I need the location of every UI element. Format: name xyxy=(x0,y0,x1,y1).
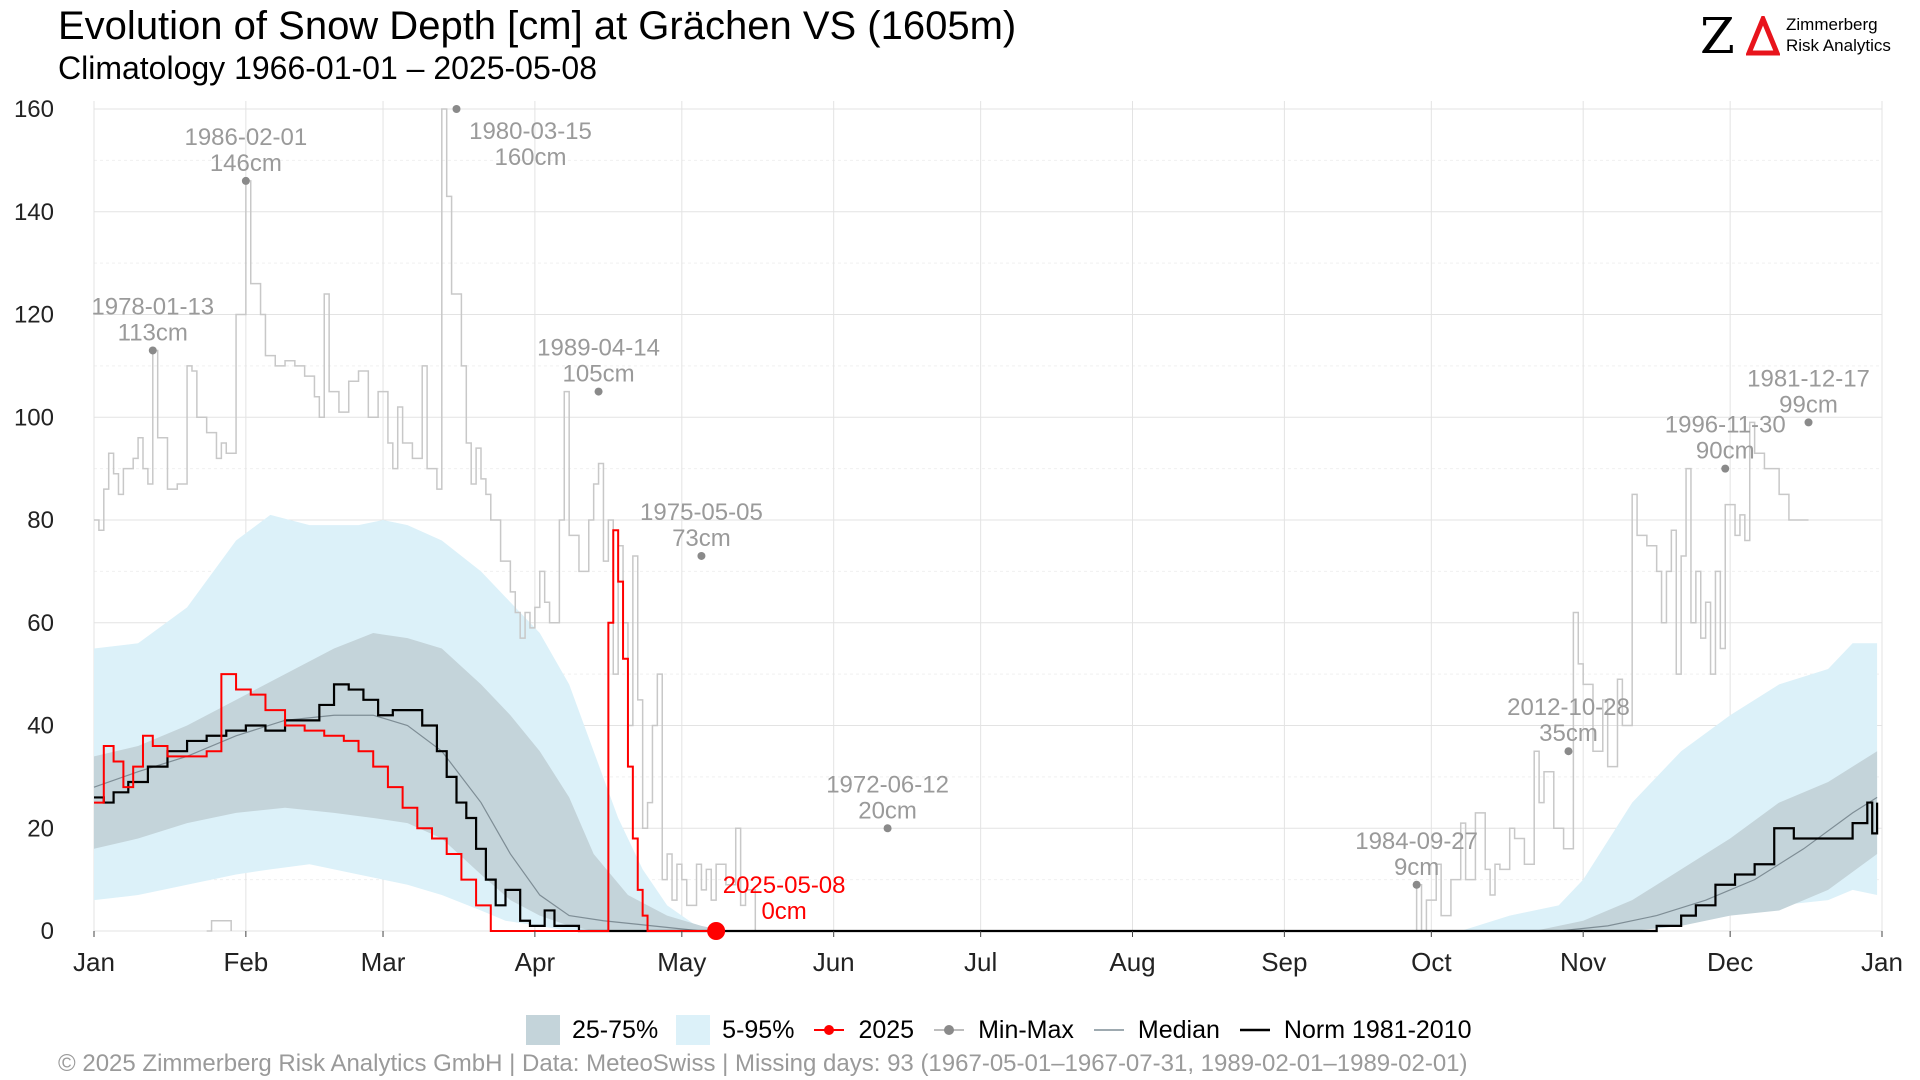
annotation-value: 73cm xyxy=(672,525,731,552)
legend-key-norm xyxy=(1239,1028,1270,1032)
annotation-date: 1989-04-14 xyxy=(537,335,660,362)
current-date-label: 2025-05-08 xyxy=(723,872,846,899)
annotation-date: 1981-12-17 xyxy=(1747,365,1870,392)
chart-title: Evolution of Snow Depth [cm] at Grächen … xyxy=(58,4,1017,48)
legend-key-outer xyxy=(676,1015,711,1045)
legend-label-minmax: Min-Max xyxy=(978,1015,1074,1044)
legend-item-median: Median xyxy=(1092,1015,1220,1045)
annotation-date: 2012-10-28 xyxy=(1507,694,1630,721)
max-point-marker xyxy=(1412,880,1421,889)
y-tick-label: 160 xyxy=(14,96,54,123)
max-point-marker xyxy=(1721,464,1730,473)
legend-key-median xyxy=(1093,1029,1124,1031)
x-tick-label: Oct xyxy=(1411,947,1452,977)
snow-depth-chart: 0 20 40 60 80 100 120 140 160 Jan Feb Mar Apr May Jun J… xyxy=(14,96,1903,977)
legend-item-minmax: Min-Max xyxy=(932,1015,1074,1045)
annotation-date: 1984-09-27 xyxy=(1355,828,1478,855)
max-point-marker xyxy=(1564,747,1573,756)
x-tick-label: May xyxy=(657,947,706,977)
chart-subtitle: Climatology 1966-01-01 – 2025-05-08 xyxy=(58,50,598,86)
x-tick-label: Aug xyxy=(1109,947,1155,977)
annotation-date: 1996-11-30 xyxy=(1665,412,1786,439)
band-25-75 xyxy=(94,633,1878,931)
annotation-date: 1972-06-12 xyxy=(826,771,949,798)
legend-item-outer: 5-95% xyxy=(676,1015,794,1045)
x-tick-label: Feb xyxy=(223,947,268,977)
chart-legend: 25-75% 5-95% 2025 Min-Max Median Norm 19… xyxy=(526,1014,1490,1046)
legend-key-minmax xyxy=(934,1025,965,1035)
y-tick-label: 100 xyxy=(14,404,54,431)
current-value-label: 0cm xyxy=(761,898,806,925)
x-tick-label: Jan xyxy=(1861,947,1903,977)
x-tick-label: Jun xyxy=(813,947,855,977)
legend-key-iqr xyxy=(526,1015,560,1045)
y-tick-label: 20 xyxy=(27,815,54,842)
series-norm-line xyxy=(94,683,1879,933)
legend-label-iqr: 25-75% xyxy=(572,1015,659,1044)
logo-triangle-icon xyxy=(1746,16,1780,56)
x-tick-label: Sep xyxy=(1261,947,1307,977)
y-tick-label: 0 xyxy=(41,918,54,945)
x-tick-label: Mar xyxy=(361,947,406,977)
y-tick-label: 140 xyxy=(14,199,54,226)
legend-item-iqr: 25-75% xyxy=(526,1015,658,1045)
chart-caption: © 2025 Zimmerberg Risk Analytics GmbH | … xyxy=(58,1050,1468,1077)
current-day-marker xyxy=(707,922,726,940)
x-tick-label: Jan xyxy=(73,947,115,977)
annotation-value: 105cm xyxy=(563,361,635,388)
max-point-marker xyxy=(883,824,892,833)
legend-label-median: Median xyxy=(1137,1015,1220,1044)
annotation-value: 9cm xyxy=(1394,854,1439,881)
annotation-value: 20cm xyxy=(858,797,917,824)
annotation-value: 160cm xyxy=(494,144,566,171)
annotation-value: 113cm xyxy=(118,319,188,346)
annotation-date: 1978-01-13 xyxy=(91,293,214,320)
series-2025-line xyxy=(94,529,717,932)
y-tick-label: 120 xyxy=(14,302,54,329)
y-tick-label: 60 xyxy=(27,610,54,637)
annotation-date: 1975-05-05 xyxy=(640,499,763,526)
legend-label-outer: 5-95% xyxy=(722,1015,795,1044)
max-point-marker xyxy=(594,387,603,396)
logo-text: Zimmerberg Risk Analytics xyxy=(1786,14,1891,56)
logo-line-2: Risk Analytics xyxy=(1786,36,1891,55)
annotation-date: 1980-03-15 xyxy=(469,118,592,145)
series-min-line xyxy=(206,919,232,932)
x-tick-label: Apr xyxy=(515,947,556,977)
annotation-value: 99cm xyxy=(1779,391,1838,418)
x-tick-label: Jul xyxy=(964,947,997,977)
logo-mark: Z xyxy=(1700,8,1735,64)
series-median-line xyxy=(93,714,1878,932)
y-tick-label: 40 xyxy=(27,713,54,740)
max-point-marker xyxy=(241,176,250,185)
legend-item-current: 2025 xyxy=(812,1015,914,1045)
legend-key-current xyxy=(814,1025,845,1035)
max-point-marker xyxy=(452,105,461,113)
annotation-value: 35cm xyxy=(1539,720,1598,747)
legend-label-current: 2025 xyxy=(858,1015,915,1044)
annotation-value: 146cm xyxy=(210,150,282,177)
y-tick-label: 80 xyxy=(27,507,54,534)
annotation-value: 90cm xyxy=(1696,438,1755,465)
annotation-date: 1986-02-01 xyxy=(184,124,307,151)
max-point-marker xyxy=(1804,418,1813,427)
logo-line-1: Zimmerberg xyxy=(1786,15,1878,34)
x-tick-label: Dec xyxy=(1707,947,1753,977)
max-point-marker xyxy=(697,551,706,560)
x-tick-label: Nov xyxy=(1560,947,1606,977)
logo-z-letter: Z xyxy=(1700,7,1735,65)
legend-label-norm: Norm 1981-2010 xyxy=(1283,1015,1472,1044)
max-point-marker xyxy=(148,346,157,355)
legend-item-norm: Norm 1981-2010 xyxy=(1238,1015,1472,1045)
company-logo: Z Zimmerberg Risk Analytics xyxy=(1700,8,1905,64)
